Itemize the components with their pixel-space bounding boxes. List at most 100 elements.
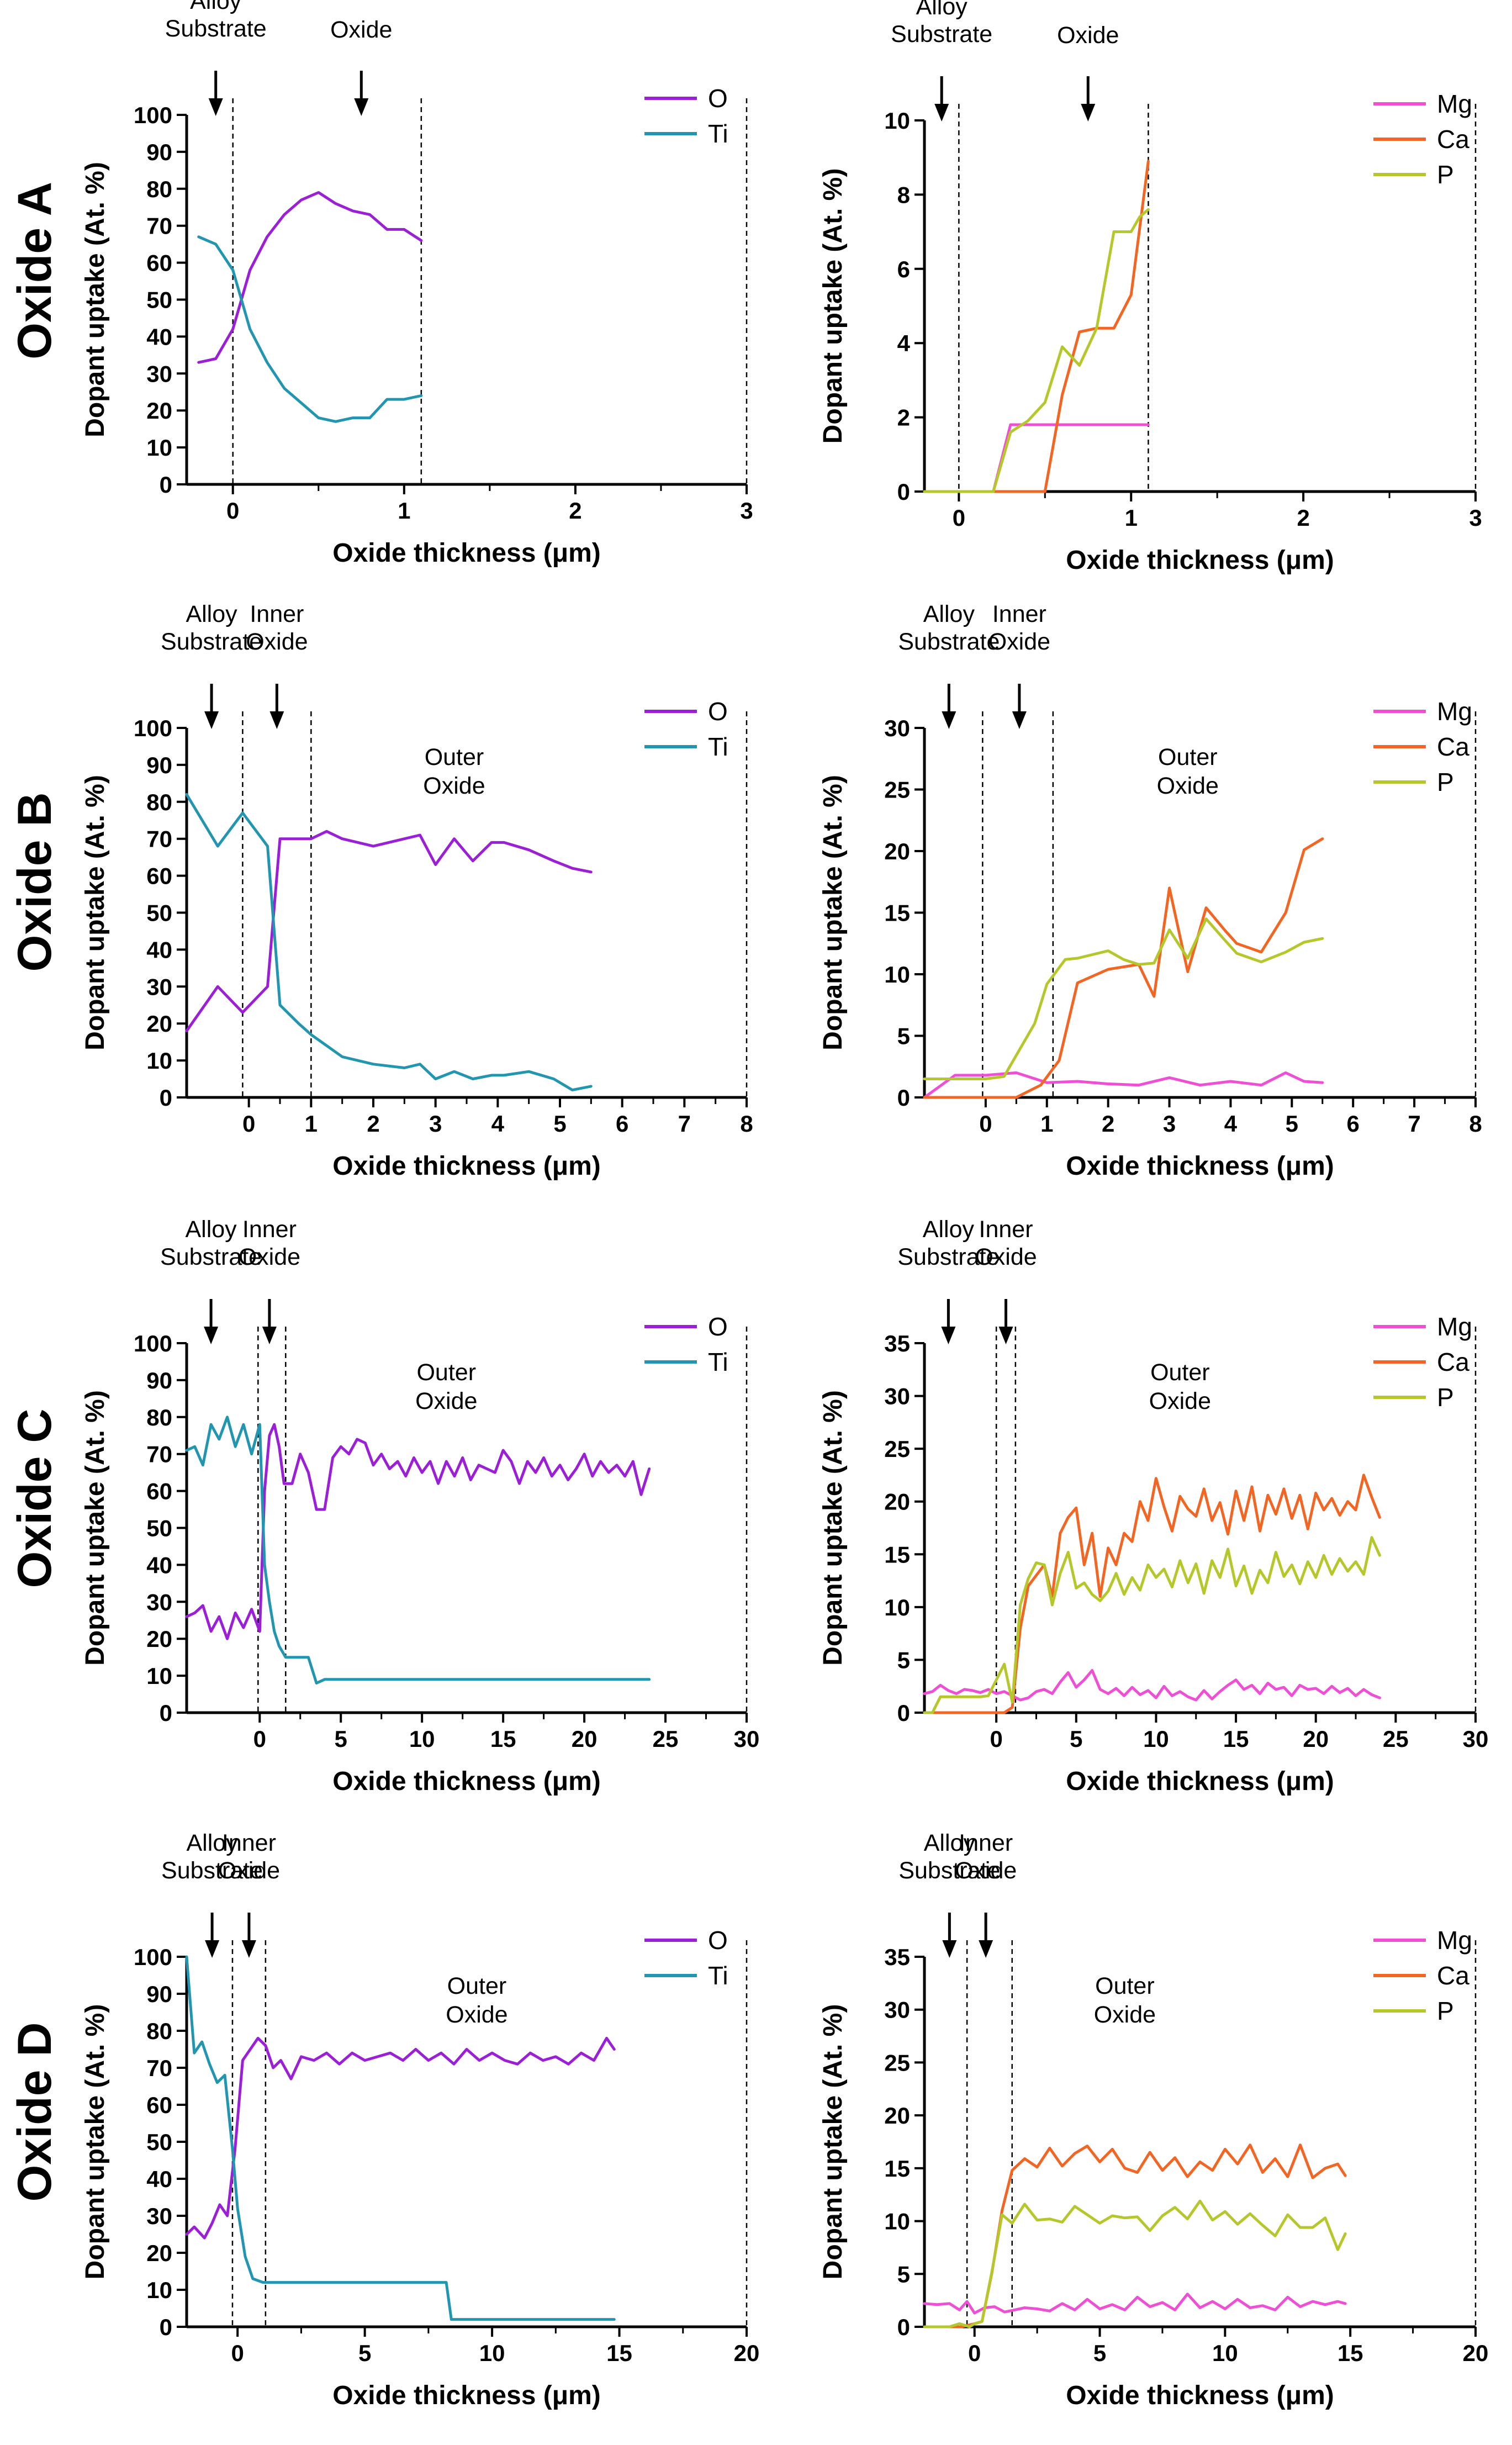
annotation-label: Outer (1150, 1359, 1210, 1386)
annotation-label: Outer (1095, 1973, 1155, 1999)
x-tick-label: 1 (398, 498, 410, 524)
legend-label-p: P (1437, 160, 1454, 189)
y-tick-label: 25 (884, 2050, 910, 2076)
x-tick-label: 10 (479, 2340, 505, 2366)
y-tick-label: 35 (884, 1944, 910, 1970)
x-axis-title: Oxide thickness (μm) (1066, 546, 1334, 575)
x-tick-label: 15 (1223, 1726, 1249, 1752)
chart-panel-3: 0 10 20 30 40 50 60 70 80 90 100 0 1 2 3 4 5 6 7 8 Oxide thi… (81, 601, 753, 1181)
annotation-arrow-head (942, 711, 956, 729)
y-tick-label: 15 (884, 2156, 910, 2182)
x-tick-label: 30 (1463, 1726, 1489, 1752)
y-axis-title: Dopant uptake (At. %) (81, 2004, 110, 2280)
legend-label-ti: Ti (708, 1348, 728, 1376)
annotation-label: Alloy (186, 601, 237, 627)
series-line-ti (185, 793, 593, 1092)
annotation-label: Alloy (916, 0, 968, 20)
annotation-label: Inner (959, 1830, 1013, 1856)
x-tick-label: 5 (1286, 1111, 1298, 1137)
y-tick-label: 30 (884, 1383, 910, 1409)
y-tick-label: 10 (146, 1663, 172, 1689)
series-line-ca (923, 160, 1150, 493)
chart-panel-8: 0 5 10 15 20 25 30 35 0 5 10 15 20 Oxide thickness (μ… (818, 1830, 1488, 2410)
x-axis-title: Oxide thickness (μm) (1066, 1152, 1334, 1181)
y-tick-label: 100 (134, 715, 172, 741)
annotation-arrow-head (354, 98, 369, 116)
legend-label-ca: Ca (1437, 732, 1469, 761)
x-axis-title: Oxide thickness (μm) (332, 2381, 601, 2410)
annotation-label: Oxide (988, 629, 1050, 655)
legend-label-mg: Mg (1437, 1312, 1472, 1341)
annotation-arrow-head (241, 1940, 256, 1958)
y-tick-label: 70 (146, 826, 172, 852)
x-tick-label: 2 (1297, 505, 1309, 531)
x-tick-label: 1 (305, 1111, 318, 1137)
x-tick-label: 20 (1303, 1726, 1329, 1752)
y-tick-label: 2 (897, 405, 910, 431)
y-tick-label: 40 (146, 937, 172, 963)
y-axis-title: Dopant uptake (At. %) (81, 775, 110, 1050)
y-axis-title: Dopant uptake (At. %) (818, 775, 848, 1050)
annotation-label: Oxide (1157, 773, 1219, 799)
annotation-label: Alloy (923, 1216, 975, 1243)
y-tick-label: 25 (884, 1436, 910, 1462)
y-tick-label: 5 (897, 1647, 910, 1673)
y-tick-label: 70 (146, 1441, 172, 1467)
annotation-label: Alloy (185, 1216, 237, 1243)
annotation-label: Substrate (891, 21, 992, 47)
legend-label-mg: Mg (1437, 89, 1472, 118)
y-tick-label: 10 (884, 108, 910, 134)
annotation-label: Alloy (924, 1830, 976, 1856)
y-tick-label: 15 (884, 900, 910, 926)
x-tick-label: 5 (335, 1726, 347, 1752)
annotation-label: Outer (425, 744, 484, 770)
annotation-arrow-head (941, 1327, 956, 1344)
x-tick-label: 20 (572, 1726, 598, 1752)
annotation-arrow-head (934, 104, 949, 122)
x-tick-label: 6 (616, 1111, 628, 1137)
y-tick-label: 0 (897, 2314, 910, 2340)
y-tick-label: 50 (146, 2129, 172, 2155)
x-tick-label: 20 (1463, 2340, 1489, 2366)
y-tick-label: 10 (884, 1594, 910, 1620)
y-tick-label: 8 (897, 182, 910, 208)
annotation-label: Oxide (415, 1388, 477, 1414)
y-tick-label: 70 (146, 2055, 172, 2081)
legend-label-o: O (708, 84, 728, 113)
x-tick-label: 0 (253, 1726, 266, 1752)
annotation-label: Inner (250, 601, 304, 627)
x-tick-label: 6 (1347, 1111, 1360, 1137)
annotation-arrow-head (979, 1940, 993, 1958)
annotation-label: Substrate (161, 1857, 263, 1884)
series-line-ti (185, 1955, 616, 2321)
annotation-label: Inner (979, 1216, 1033, 1243)
legend-label-p: P (1437, 768, 1454, 796)
y-axis-title: Dopant uptake (At. %) (818, 168, 848, 444)
x-tick-label: 10 (409, 1726, 435, 1752)
y-tick-label: 70 (146, 213, 172, 239)
annotation-label: Oxide (218, 1857, 280, 1884)
y-tick-label: 40 (146, 2166, 172, 2192)
x-tick-label: 15 (1337, 2340, 1363, 2366)
chart-panel-2: 0 2 4 6 8 10 0 1 2 3 Oxide thickness (μm) Dopant up… (818, 0, 1482, 575)
x-tick-label: 5 (1070, 1726, 1082, 1752)
y-tick-label: 40 (146, 1552, 172, 1578)
legend-label-ca: Ca (1437, 1348, 1469, 1376)
annotation-arrow-head (1081, 104, 1096, 122)
y-tick-label: 60 (146, 250, 172, 276)
series-line-ca (923, 1474, 1381, 1714)
annotation-label: Alloy (186, 1830, 238, 1856)
chart-panel-4: 0 5 10 15 20 25 30 0 1 2 3 4 5 6 7 8 Oxide thickness (μm… (818, 601, 1482, 1181)
y-tick-label: 30 (146, 1589, 172, 1615)
series-line-ti (197, 235, 423, 423)
y-tick-label: 100 (134, 1330, 172, 1356)
legend-label-ti: Ti (708, 732, 728, 761)
annotation-label: Oxide (955, 1857, 1017, 1884)
y-axis-title: Dopant uptake (At. %) (818, 1390, 848, 1666)
legend-label-mg: Mg (1437, 697, 1472, 726)
y-tick-label: 90 (146, 139, 172, 165)
x-tick-label: 0 (979, 1111, 992, 1137)
annotation-label: Oxide (246, 629, 308, 655)
y-tick-label: 0 (897, 1085, 910, 1111)
chart-panel-1: 0 10 20 30 40 50 60 70 80 90 100 0 1 2 3 Oxide thicknes… (81, 0, 753, 568)
